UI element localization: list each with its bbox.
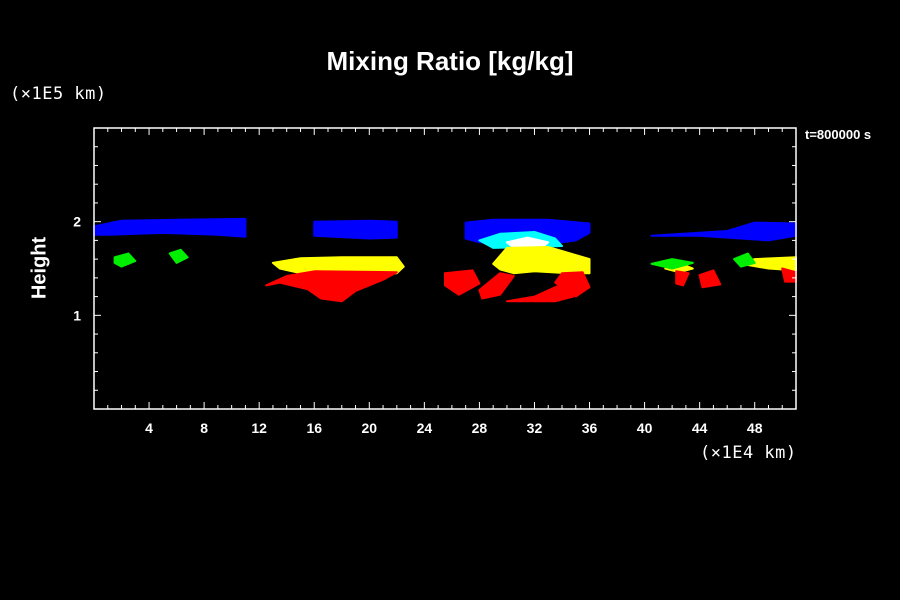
x-tick-label: 12 <box>251 420 267 436</box>
contour-region-red <box>698 269 722 289</box>
contour-region-green <box>733 252 756 268</box>
contour-region-yellow <box>271 256 405 275</box>
contour-region-blue <box>313 219 398 240</box>
y-tick-label: 2 <box>73 214 81 230</box>
x-axis-scale-label: (×1E4 km) <box>700 443 797 463</box>
x-tick-label: 8 <box>200 420 208 436</box>
contour-region-red <box>478 272 515 300</box>
x-tick-label: 16 <box>306 420 322 436</box>
y-axis-scale-label: (×1E5 km) <box>10 84 107 104</box>
contour-region-yellow <box>492 246 591 275</box>
x-tick-label: 40 <box>637 420 653 436</box>
contour-region-green <box>650 258 694 270</box>
x-tick-label: 32 <box>527 420 543 436</box>
x-tick-label: 48 <box>747 420 763 436</box>
contour-region-green <box>168 248 189 264</box>
contour-region-green <box>113 252 137 268</box>
x-tick-label: 44 <box>692 420 708 436</box>
contour-region-red <box>444 269 481 296</box>
x-tick-label: 24 <box>417 420 433 436</box>
contour-region-blue <box>650 221 797 242</box>
y-tick-label: 1 <box>73 307 81 323</box>
x-tick-label: 4 <box>145 420 153 436</box>
contour-regions <box>93 217 797 303</box>
contour-region-red <box>265 270 398 303</box>
chart-title: Mixing Ratio [kg/kg] <box>326 46 574 76</box>
contour-region-red <box>675 270 690 287</box>
x-tick-label: 28 <box>472 420 488 436</box>
x-tick-label: 36 <box>582 420 598 436</box>
plot-frame <box>93 127 797 410</box>
time-label: t=800000 s <box>805 127 872 142</box>
contour-region-red <box>554 271 591 298</box>
contour-region-blue <box>93 217 247 238</box>
x-tick-label: 20 <box>362 420 378 436</box>
